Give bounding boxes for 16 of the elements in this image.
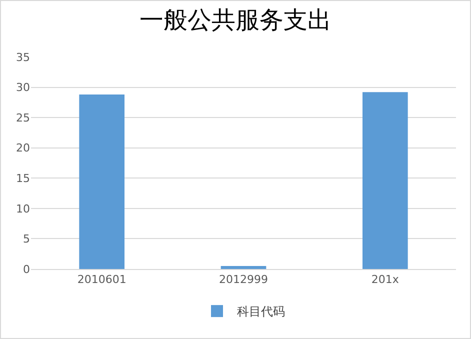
- chart-title: 一般公共服务支出: [140, 8, 332, 34]
- bar: [79, 94, 124, 269]
- legend-label: 科目代码: [237, 304, 285, 319]
- x-tick-label: 2010601: [77, 273, 126, 286]
- y-tick-label: 20: [16, 142, 30, 155]
- y-tick-label: 30: [16, 81, 30, 94]
- y-tick-label: 10: [16, 202, 30, 216]
- bar: [220, 266, 266, 269]
- x-tick-label: 201x: [371, 273, 400, 286]
- x-tick-label: 2012999: [219, 273, 268, 286]
- y-tick-label: 35: [16, 50, 30, 64]
- y-tick-label: 5: [23, 232, 30, 246]
- y-tick-label: 0: [23, 262, 30, 276]
- bar: [362, 92, 408, 269]
- y-tick-label: 25: [16, 111, 30, 124]
- y-tick-label: 15: [16, 172, 30, 185]
